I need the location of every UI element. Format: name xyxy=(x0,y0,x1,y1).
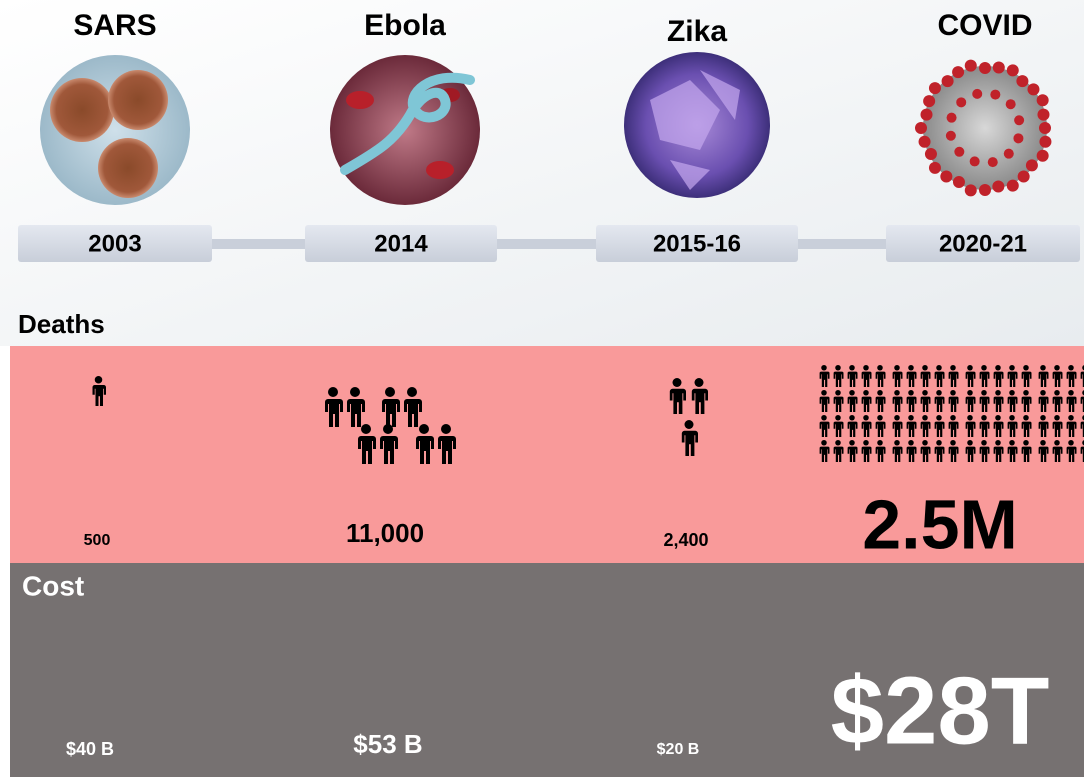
spike xyxy=(972,89,982,99)
spike xyxy=(919,136,931,148)
section-label: Deaths xyxy=(18,309,105,339)
spike xyxy=(965,60,977,72)
spike xyxy=(956,97,966,107)
spike xyxy=(1039,136,1051,148)
spike xyxy=(925,148,937,160)
section-label: Cost xyxy=(22,570,84,601)
spike xyxy=(1013,133,1023,143)
disease-name: Zika xyxy=(667,15,727,48)
sars-image xyxy=(40,55,190,205)
period: 2003 xyxy=(88,230,141,257)
spike xyxy=(1006,99,1016,109)
spike xyxy=(1037,150,1049,162)
spike xyxy=(929,162,941,174)
spike xyxy=(1039,122,1051,134)
spike xyxy=(940,170,952,182)
spike xyxy=(965,184,977,196)
spike xyxy=(952,66,964,78)
spike xyxy=(1037,109,1049,121)
spike xyxy=(1016,75,1028,87)
spike xyxy=(923,95,935,107)
cost-value: $20 B xyxy=(657,741,700,758)
spike xyxy=(946,131,956,141)
cost-value: $53 B xyxy=(353,729,422,759)
spike xyxy=(947,113,957,123)
spike xyxy=(1027,83,1039,95)
spike xyxy=(992,180,1004,192)
period: 2014 xyxy=(374,230,428,257)
spike xyxy=(979,184,991,196)
spike xyxy=(1007,64,1019,76)
spike xyxy=(1004,149,1014,159)
spike xyxy=(1018,170,1030,182)
spike xyxy=(942,75,954,87)
spike xyxy=(1026,159,1038,171)
spike xyxy=(954,147,964,157)
spike xyxy=(988,157,998,167)
period: 2015-16 xyxy=(653,230,741,257)
cost-value: $28T xyxy=(831,657,1050,764)
spike xyxy=(1014,115,1024,125)
spike xyxy=(953,176,965,188)
zika-image xyxy=(624,52,770,198)
disease-name: Ebola xyxy=(364,9,446,42)
spike xyxy=(990,90,1000,100)
ebola-image xyxy=(330,55,480,205)
deaths-value: 500 xyxy=(84,532,111,549)
spike xyxy=(1037,94,1049,106)
spike xyxy=(921,109,933,121)
spike xyxy=(929,82,941,94)
infographic: 2003 2014 2015-16 2020-21 Deaths Cost SARS 5… xyxy=(0,0,1084,777)
spike xyxy=(970,156,980,166)
disease-name: SARS xyxy=(73,9,156,42)
deaths-value: 2.5M xyxy=(862,485,1018,563)
spike xyxy=(915,122,927,134)
deaths-value: 11,000 xyxy=(346,518,424,548)
disease-name: COVID xyxy=(937,9,1032,42)
spike xyxy=(1007,180,1019,192)
cost-value: $40 B xyxy=(66,739,114,759)
deaths-value: 2,400 xyxy=(663,530,708,550)
spike xyxy=(993,62,1005,74)
spike xyxy=(979,62,991,74)
period: 2020-21 xyxy=(939,230,1027,257)
